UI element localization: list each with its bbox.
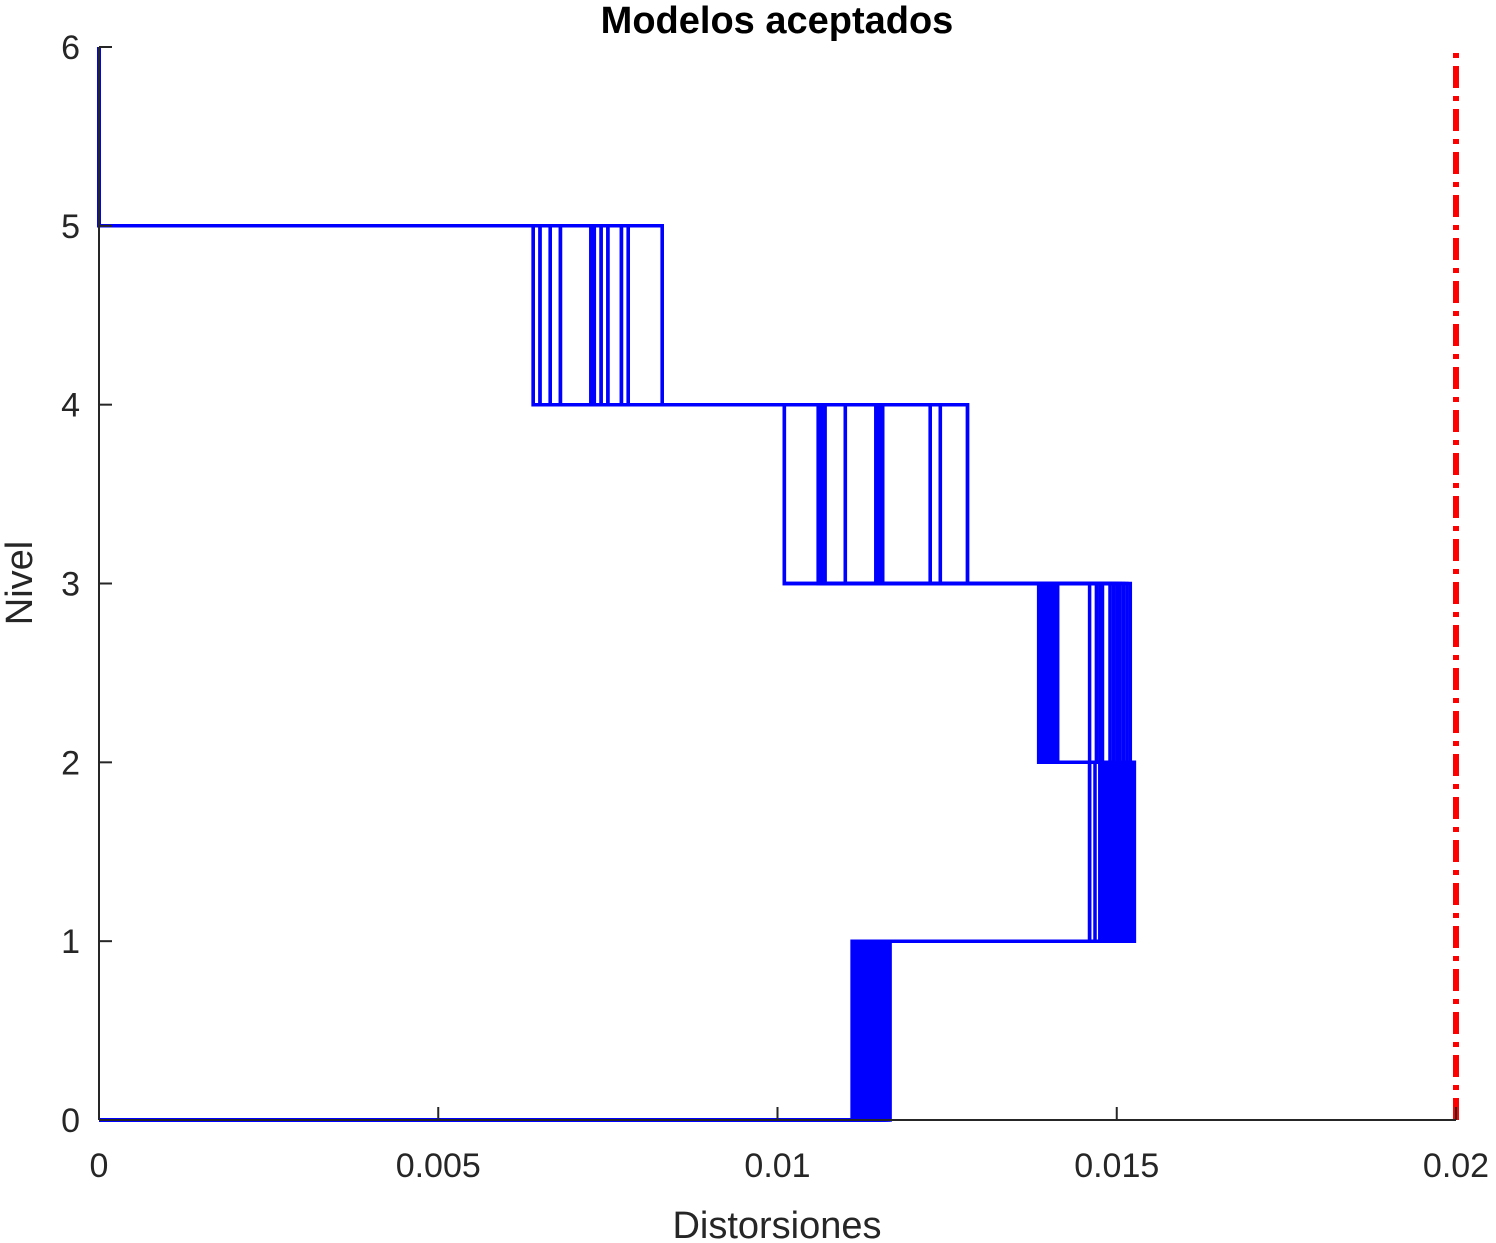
model-profile-line xyxy=(97,47,1092,1122)
y-tick-label: 2 xyxy=(61,744,80,782)
x-ticks: 0 0.005 0.01 0.015 0.02 xyxy=(90,1107,1489,1185)
x-axis-label: Distorsiones xyxy=(672,1205,881,1243)
y-tick-label: 1 xyxy=(61,923,80,961)
chart-title: Modelos aceptados xyxy=(601,0,954,42)
x-tick-label: 0 xyxy=(90,1147,109,1185)
x-tick-label: 0.02 xyxy=(1423,1147,1489,1185)
x-tick-label: 0.015 xyxy=(1074,1147,1159,1185)
y-tick-label: 4 xyxy=(61,387,80,425)
series-layer xyxy=(97,47,1137,1122)
y-axis-label: Nivel xyxy=(0,541,41,625)
y-tick-label: 5 xyxy=(61,208,80,246)
y-tick-label: 3 xyxy=(61,566,80,604)
y-ticks: 0 1 2 3 4 5 6 xyxy=(61,29,112,1140)
x-tick-label: 0.005 xyxy=(396,1147,481,1185)
x-tick-label: 0.01 xyxy=(744,1147,810,1185)
y-tick-label: 0 xyxy=(61,1102,80,1140)
y-tick-label: 6 xyxy=(61,29,80,67)
